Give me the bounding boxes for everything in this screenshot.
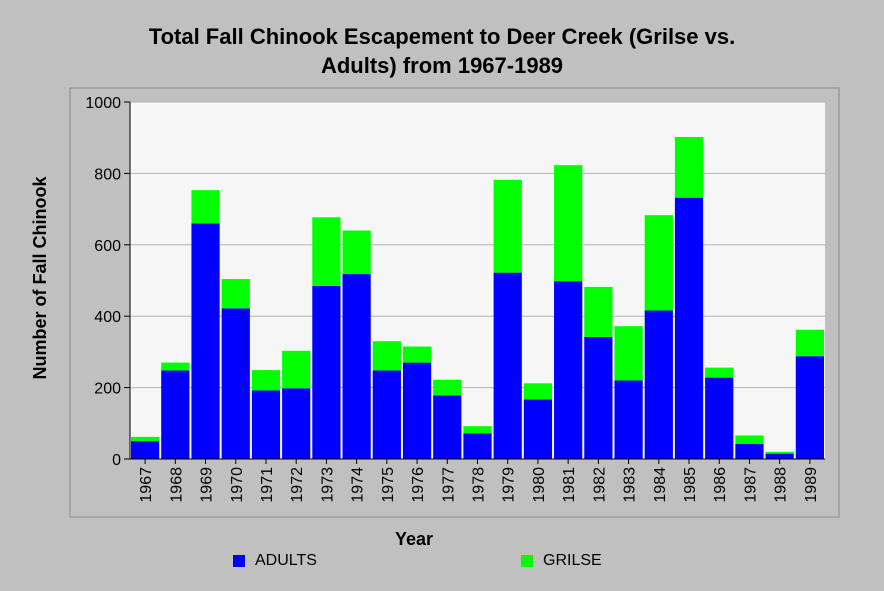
bar-grilse-1984 xyxy=(644,215,673,311)
bar-adults-1989 xyxy=(795,356,824,459)
legend-label-adults: ADULTS xyxy=(255,552,317,569)
bar-adults-1969 xyxy=(191,223,220,459)
x-tick-label: 1970 xyxy=(229,467,246,503)
bar-adults-1977 xyxy=(433,395,462,459)
legend-item-adults: ADULTS xyxy=(233,552,317,570)
x-tick-label: 1974 xyxy=(350,467,367,503)
bar-grilse-1979 xyxy=(493,179,522,273)
bar-adults-1970 xyxy=(221,308,250,459)
x-tick-label: 1969 xyxy=(199,467,216,503)
bar-grilse-1970 xyxy=(221,279,250,309)
axes xyxy=(124,101,825,464)
bar-adults-1983 xyxy=(614,380,643,459)
bar-grilse-1976 xyxy=(402,346,432,363)
y-tick-labels: 0 200 400 600 800 1000 xyxy=(85,95,121,469)
bar-adults-1986 xyxy=(705,377,734,459)
y-axis-label: Number of Fall Chinook xyxy=(30,176,50,380)
x-tick-label: 1989 xyxy=(803,467,820,503)
bar-adults-1982 xyxy=(584,336,613,459)
x-tick-label: 1973 xyxy=(319,467,336,503)
bar-grilse-1978 xyxy=(463,426,492,434)
x-tick-label: 1968 xyxy=(168,467,185,503)
x-tick-labels: 1967 1968 1969 1970 1971 1972 1973 1974 1975 1976… xyxy=(138,467,820,503)
bar-grilse-1980 xyxy=(523,383,553,400)
bar-adults-1967 xyxy=(131,441,160,459)
bar-adults-1975 xyxy=(372,370,401,459)
legend-swatch-grilse xyxy=(521,555,533,567)
x-tick-label: 1985 xyxy=(682,467,699,503)
bar-adults-1985 xyxy=(674,197,704,459)
chart-title: Total Fall Chinook Escapement to Deer Cr… xyxy=(0,22,884,80)
x-tick-label: 1978 xyxy=(471,467,488,503)
x-tick-label: 1971 xyxy=(259,467,276,503)
bar-grilse-1973 xyxy=(312,217,341,286)
x-tick-label: 1982 xyxy=(591,467,608,503)
x-tick-label: 1976 xyxy=(410,467,427,503)
y-tick-label: 0 xyxy=(112,452,121,469)
bar-grilse-1981 xyxy=(554,165,583,282)
bar-grilse-1975 xyxy=(372,341,401,371)
bar-adults-1988 xyxy=(765,453,794,459)
legend-item-grilse: GRILSE xyxy=(521,552,602,570)
bars xyxy=(131,136,824,459)
x-tick-label: 1980 xyxy=(531,467,548,503)
bar-adults-1978 xyxy=(463,433,492,459)
bar-grilse-1985 xyxy=(674,136,704,198)
x-axis-label: Year xyxy=(395,529,433,549)
legend-swatch-adults xyxy=(233,555,245,567)
bar-adults-1971 xyxy=(251,390,281,459)
bar-grilse-1971 xyxy=(251,370,281,391)
y-tick-label: 600 xyxy=(94,238,121,255)
x-tick-label: 1979 xyxy=(501,467,518,503)
x-tick-label: 1984 xyxy=(652,467,669,503)
bar-adults-1984 xyxy=(644,310,673,459)
bar-adults-1972 xyxy=(282,388,311,459)
bar-grilse-1967 xyxy=(131,436,160,442)
legend-label-grilse: GRILSE xyxy=(543,552,602,569)
bar-adults-1976 xyxy=(402,362,432,459)
bar-adults-1974 xyxy=(342,274,371,459)
bar-grilse-1983 xyxy=(614,326,643,381)
y-tick-label: 1000 xyxy=(85,95,121,112)
bar-grilse-1987 xyxy=(735,435,764,445)
bar-grilse-1988 xyxy=(765,451,794,454)
bar-adults-1981 xyxy=(554,281,583,459)
x-tick-label: 1977 xyxy=(440,467,457,503)
bar-adults-1980 xyxy=(523,399,553,459)
bar-grilse-1974 xyxy=(342,230,371,275)
x-tick-label: 1972 xyxy=(289,467,306,503)
x-tick-label: 1981 xyxy=(561,467,578,503)
bar-adults-1979 xyxy=(493,272,522,459)
bar-adults-1987 xyxy=(735,444,764,459)
bar-grilse-1972 xyxy=(282,350,311,389)
x-tick-label: 1988 xyxy=(773,467,790,503)
bar-grilse-1968 xyxy=(161,362,190,371)
y-tick-label: 400 xyxy=(94,309,121,326)
bar-grilse-1977 xyxy=(433,379,462,396)
bar-grilse-1986 xyxy=(705,367,734,378)
y-tick-label: 200 xyxy=(94,381,121,398)
x-tick-label: 1967 xyxy=(138,467,155,503)
x-tick-label: 1983 xyxy=(622,467,639,503)
bar-grilse-1989 xyxy=(795,329,824,357)
chart-title-line1: Total Fall Chinook Escapement to Deer Cr… xyxy=(148,24,736,49)
bar-adults-1973 xyxy=(312,285,341,459)
y-tick-label: 800 xyxy=(94,166,121,183)
x-tick-label: 1987 xyxy=(742,467,759,503)
x-tick-label: 1986 xyxy=(712,467,729,503)
x-tick-label: 1975 xyxy=(380,467,397,503)
bar-grilse-1969 xyxy=(191,190,220,224)
bar-grilse-1982 xyxy=(584,286,613,337)
bar-adults-1968 xyxy=(161,370,190,459)
chart-title-line2: Adults) from 1967-1989 xyxy=(320,53,564,78)
